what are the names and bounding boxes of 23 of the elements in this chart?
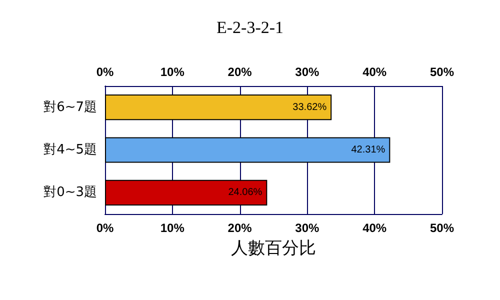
x-tick-label: 40%	[362, 221, 387, 235]
data-label: 24.06%	[228, 187, 262, 198]
x2-tick-label: 40%	[362, 65, 387, 79]
bar	[105, 94, 332, 120]
x-tick-label: 20%	[228, 221, 252, 235]
y-tick-label: 對6~7題	[44, 100, 97, 115]
data-label: 42.31%	[351, 144, 386, 156]
x-tick-label: 30%	[295, 221, 320, 235]
x-tick-label: 50%	[430, 221, 454, 235]
y-tick-label: 對0~3題	[44, 185, 97, 200]
x2-tick-label: 30%	[295, 65, 320, 79]
x-axis-title: 人數百分比	[231, 238, 316, 258]
x2-tick-label: 0%	[96, 65, 114, 79]
x-tick-label: 0%	[96, 221, 114, 235]
bar	[105, 137, 390, 163]
chart-title: E-2-3-2-1	[216, 18, 284, 37]
y-tick-label: 對4~5題	[44, 142, 97, 158]
x2-tick-label: 10%	[160, 65, 185, 79]
data-label: 33.62%	[292, 102, 327, 113]
bar	[105, 180, 268, 206]
x-tick-label: 10%	[160, 221, 185, 235]
x2-tick-label: 50%	[430, 65, 454, 79]
x2-tick-label: 20%	[228, 65, 252, 79]
